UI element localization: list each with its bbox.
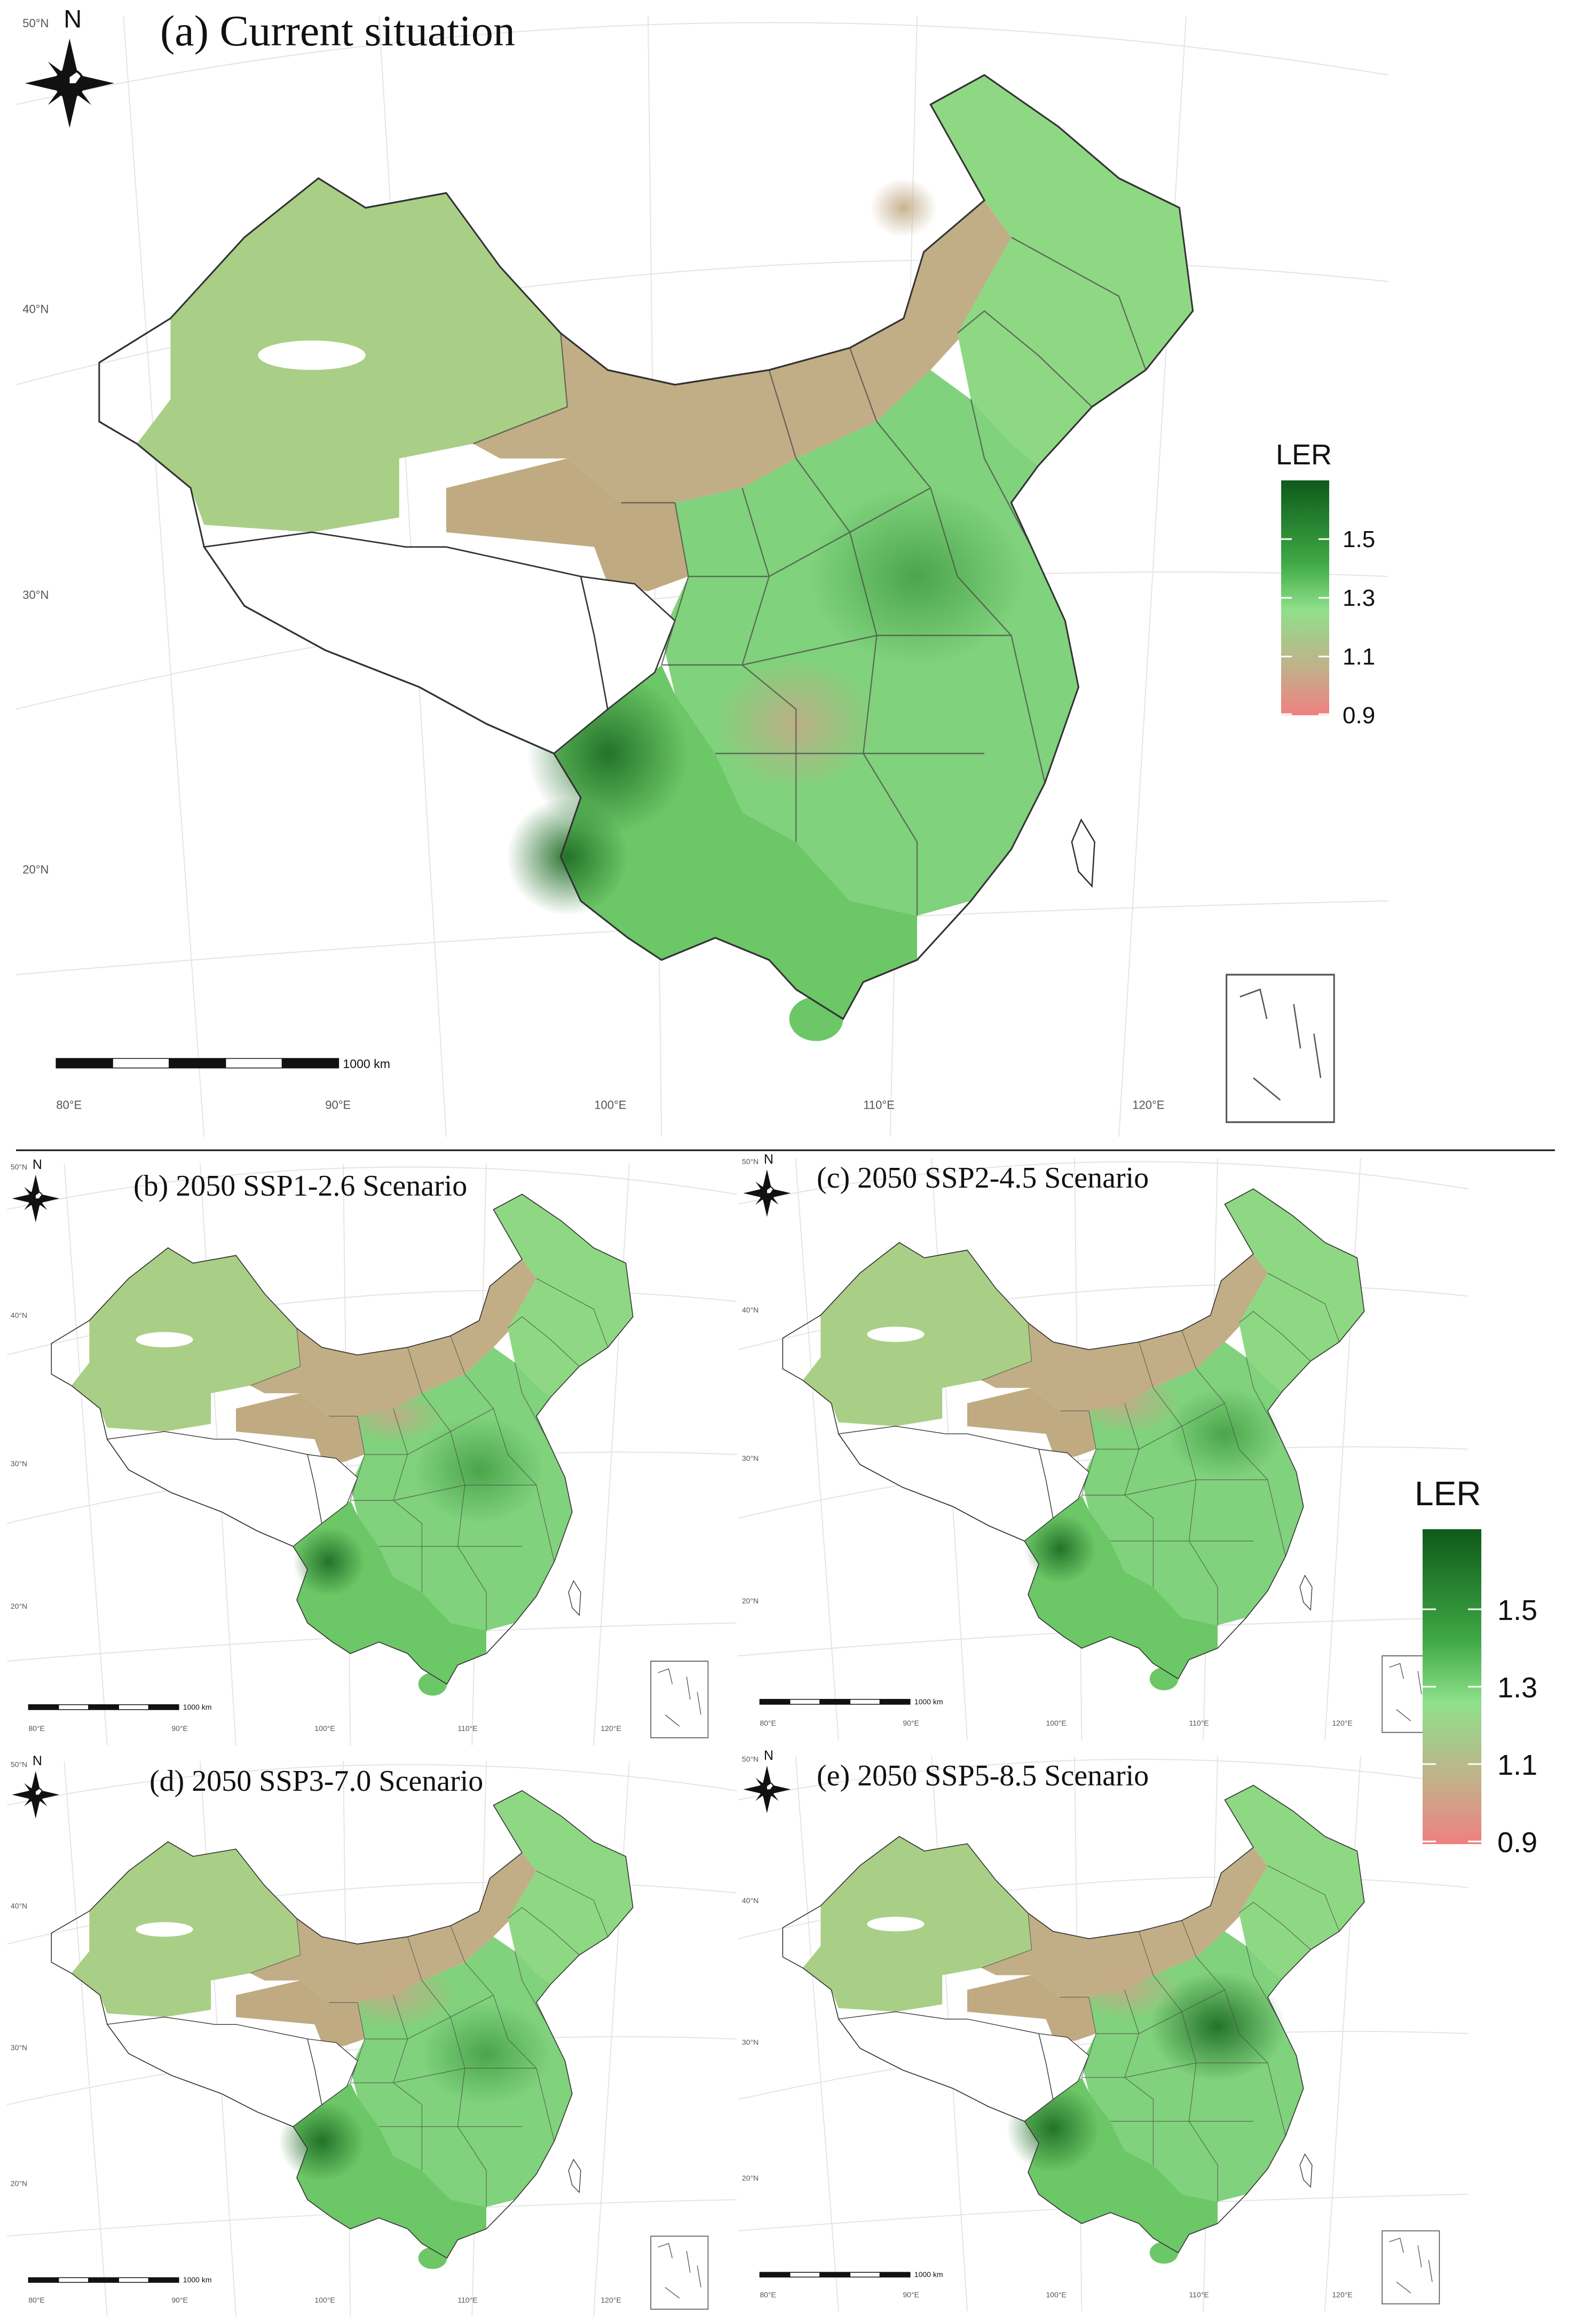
scale-bar-label: 1000 km <box>914 2270 943 2279</box>
longitude-label: 80°E <box>56 1098 82 1112</box>
compass-north-label: N <box>764 1748 773 1763</box>
latitude-label: 40°N <box>742 1306 759 1314</box>
latitude-label: 40°N <box>11 1311 27 1319</box>
latitude-label: 40°N <box>11 1902 27 1910</box>
longitude-label: 110°E <box>1189 2290 1209 2299</box>
longitude-label: 120°E <box>1332 2290 1352 2299</box>
longitude-label: 100°E <box>314 1724 335 1733</box>
panel-title: (e) 2050 SSP5-8.5 Scenario <box>817 1759 1149 1792</box>
latitude-label: 40°N <box>742 1896 759 1905</box>
legend-tick-label: 1.5 <box>1497 1594 1537 1626</box>
longitude-label: 120°E <box>601 1724 621 1733</box>
latitude-label: 20°N <box>11 2179 27 2188</box>
compass-rose-icon <box>743 1168 792 1218</box>
panel-title: (d) 2050 SSP3-7.0 Scenario <box>149 1765 483 1798</box>
map-panel-ssp370: 1000 km 50°N 40°N 30°N 20°N 80°E 90°E 100°E 110°… <box>6 1753 737 2317</box>
south-china-sea-inset <box>1381 2230 1440 2305</box>
longitude-label: 90°E <box>903 1719 919 1727</box>
longitude-label: 80°E <box>28 1724 45 1733</box>
panel-title: (a) Current situation <box>160 6 515 55</box>
china-map <box>98 74 1335 1124</box>
map-panel-current: 1000 km 50°N 40°N 30°N 20°N 80°E 90°E 100°E 110°… <box>15 4 1388 1137</box>
map-panel-ssp126: 1000 km 50°N 40°N 30°N 20°N 80°E 90°E 100°E 110°… <box>6 1157 737 1746</box>
legend-title: LER <box>1276 439 1332 471</box>
latitude-label: 50°N <box>22 17 49 30</box>
scale-bar: 1000 km <box>56 1057 390 1071</box>
ler-legend-top: LER 1.5 1.3 1.1 0.9 <box>1276 439 1375 729</box>
compass-north-label: N <box>764 1152 773 1167</box>
compass-rose-icon <box>11 1770 60 1819</box>
map-panel-ssp585: 1000 km 50°N 40°N 30°N 20°N 80°E 90°E 100°E 110°… <box>738 1748 1469 2312</box>
longitude-label: 80°E <box>760 2290 776 2299</box>
panel-title: (b) 2050 SSP1-2.6 Scenario <box>133 1169 467 1203</box>
scale-bar-label: 1000 km <box>183 1703 212 1711</box>
china-map <box>782 1784 1440 2305</box>
longitude-label: 120°E <box>1132 1098 1164 1112</box>
latitude-label: 40°N <box>22 303 49 316</box>
latitude-label: 20°N <box>11 1602 27 1610</box>
ler-legend-bottom: LER 1.5 1.3 1.1 0.9 <box>1415 1474 1537 1859</box>
scale-bar: 1000 km <box>759 2270 943 2279</box>
legend-tick-label: 1.1 <box>1343 644 1375 670</box>
latitude-label: 30°N <box>11 2043 27 2052</box>
legend-tick-label: 0.9 <box>1497 1827 1537 1859</box>
longitude-label: 110°E <box>863 1098 895 1112</box>
longitude-label: 110°E <box>1189 1719 1209 1727</box>
longitude-label: 110°E <box>457 2296 477 2304</box>
longitude-label: 100°E <box>1046 1719 1066 1727</box>
longitude-label: 100°E <box>594 1098 626 1112</box>
latitude-label: 50°N <box>11 1163 27 1171</box>
china-map <box>51 1790 709 2310</box>
compass-north-label: N <box>33 1753 42 1768</box>
panel-title: (c) 2050 SSP2-4.5 Scenario <box>817 1161 1149 1195</box>
longitude-label: 120°E <box>601 2296 621 2304</box>
legend-tick-label: 1.1 <box>1497 1749 1537 1781</box>
latitude-label: 50°N <box>742 1754 759 1763</box>
latitude-label: 20°N <box>22 863 49 876</box>
scale-bar-label: 1000 km <box>343 1057 390 1071</box>
longitude-label: 100°E <box>314 2296 335 2304</box>
china-map <box>51 1193 709 1738</box>
legend-tick-label: 1.3 <box>1343 585 1375 611</box>
longitude-label: 110°E <box>457 1724 477 1733</box>
latitude-label: 50°N <box>11 1760 27 1768</box>
scale-bar: 1000 km <box>28 2275 212 2284</box>
south-china-sea-inset <box>1226 974 1335 1124</box>
longitude-label: 90°E <box>171 2296 188 2304</box>
longitude-label: 90°E <box>325 1098 351 1112</box>
latitude-label: 20°N <box>742 2174 759 2183</box>
legend-tick-label: 0.9 <box>1343 702 1375 729</box>
longitude-label: 120°E <box>1332 1719 1352 1727</box>
longitude-label: 90°E <box>171 1724 188 1733</box>
latitude-label: 30°N <box>742 2038 759 2046</box>
longitude-label: 80°E <box>28 2296 45 2304</box>
scale-bar-label: 1000 km <box>183 2275 212 2284</box>
china-map <box>782 1188 1440 1733</box>
latitude-label: 30°N <box>742 1454 759 1463</box>
south-china-sea-inset <box>650 1661 709 1738</box>
latitude-label: 50°N <box>742 1157 759 1166</box>
latitude-label: 30°N <box>22 588 49 602</box>
latitude-label: 30°N <box>11 1459 27 1468</box>
legend-title: LER <box>1415 1474 1481 1513</box>
scale-bar: 1000 km <box>759 1697 943 1706</box>
legend-tick-label: 1.3 <box>1497 1672 1537 1704</box>
scale-bar-label: 1000 km <box>914 1697 943 1706</box>
compass-north-label: N <box>33 1157 42 1172</box>
longitude-label: 90°E <box>903 2290 919 2299</box>
longitude-label: 100°E <box>1046 2290 1066 2299</box>
compass-north-label: N <box>64 4 82 33</box>
longitude-label: 80°E <box>760 1719 776 1727</box>
latitude-label: 20°N <box>742 1596 759 1605</box>
legend-tick-label: 1.5 <box>1343 526 1375 552</box>
scale-bar: 1000 km <box>28 1703 212 1711</box>
map-panel-ssp245: 1000 km 50°N 40°N 30°N 20°N 80°E 90°E 100°E 110°… <box>738 1152 1469 1741</box>
compass-rose-icon <box>11 1174 60 1223</box>
compass-rose-icon <box>23 37 115 129</box>
compass-rose-icon <box>743 1765 792 1814</box>
south-china-sea-inset <box>650 2235 709 2310</box>
